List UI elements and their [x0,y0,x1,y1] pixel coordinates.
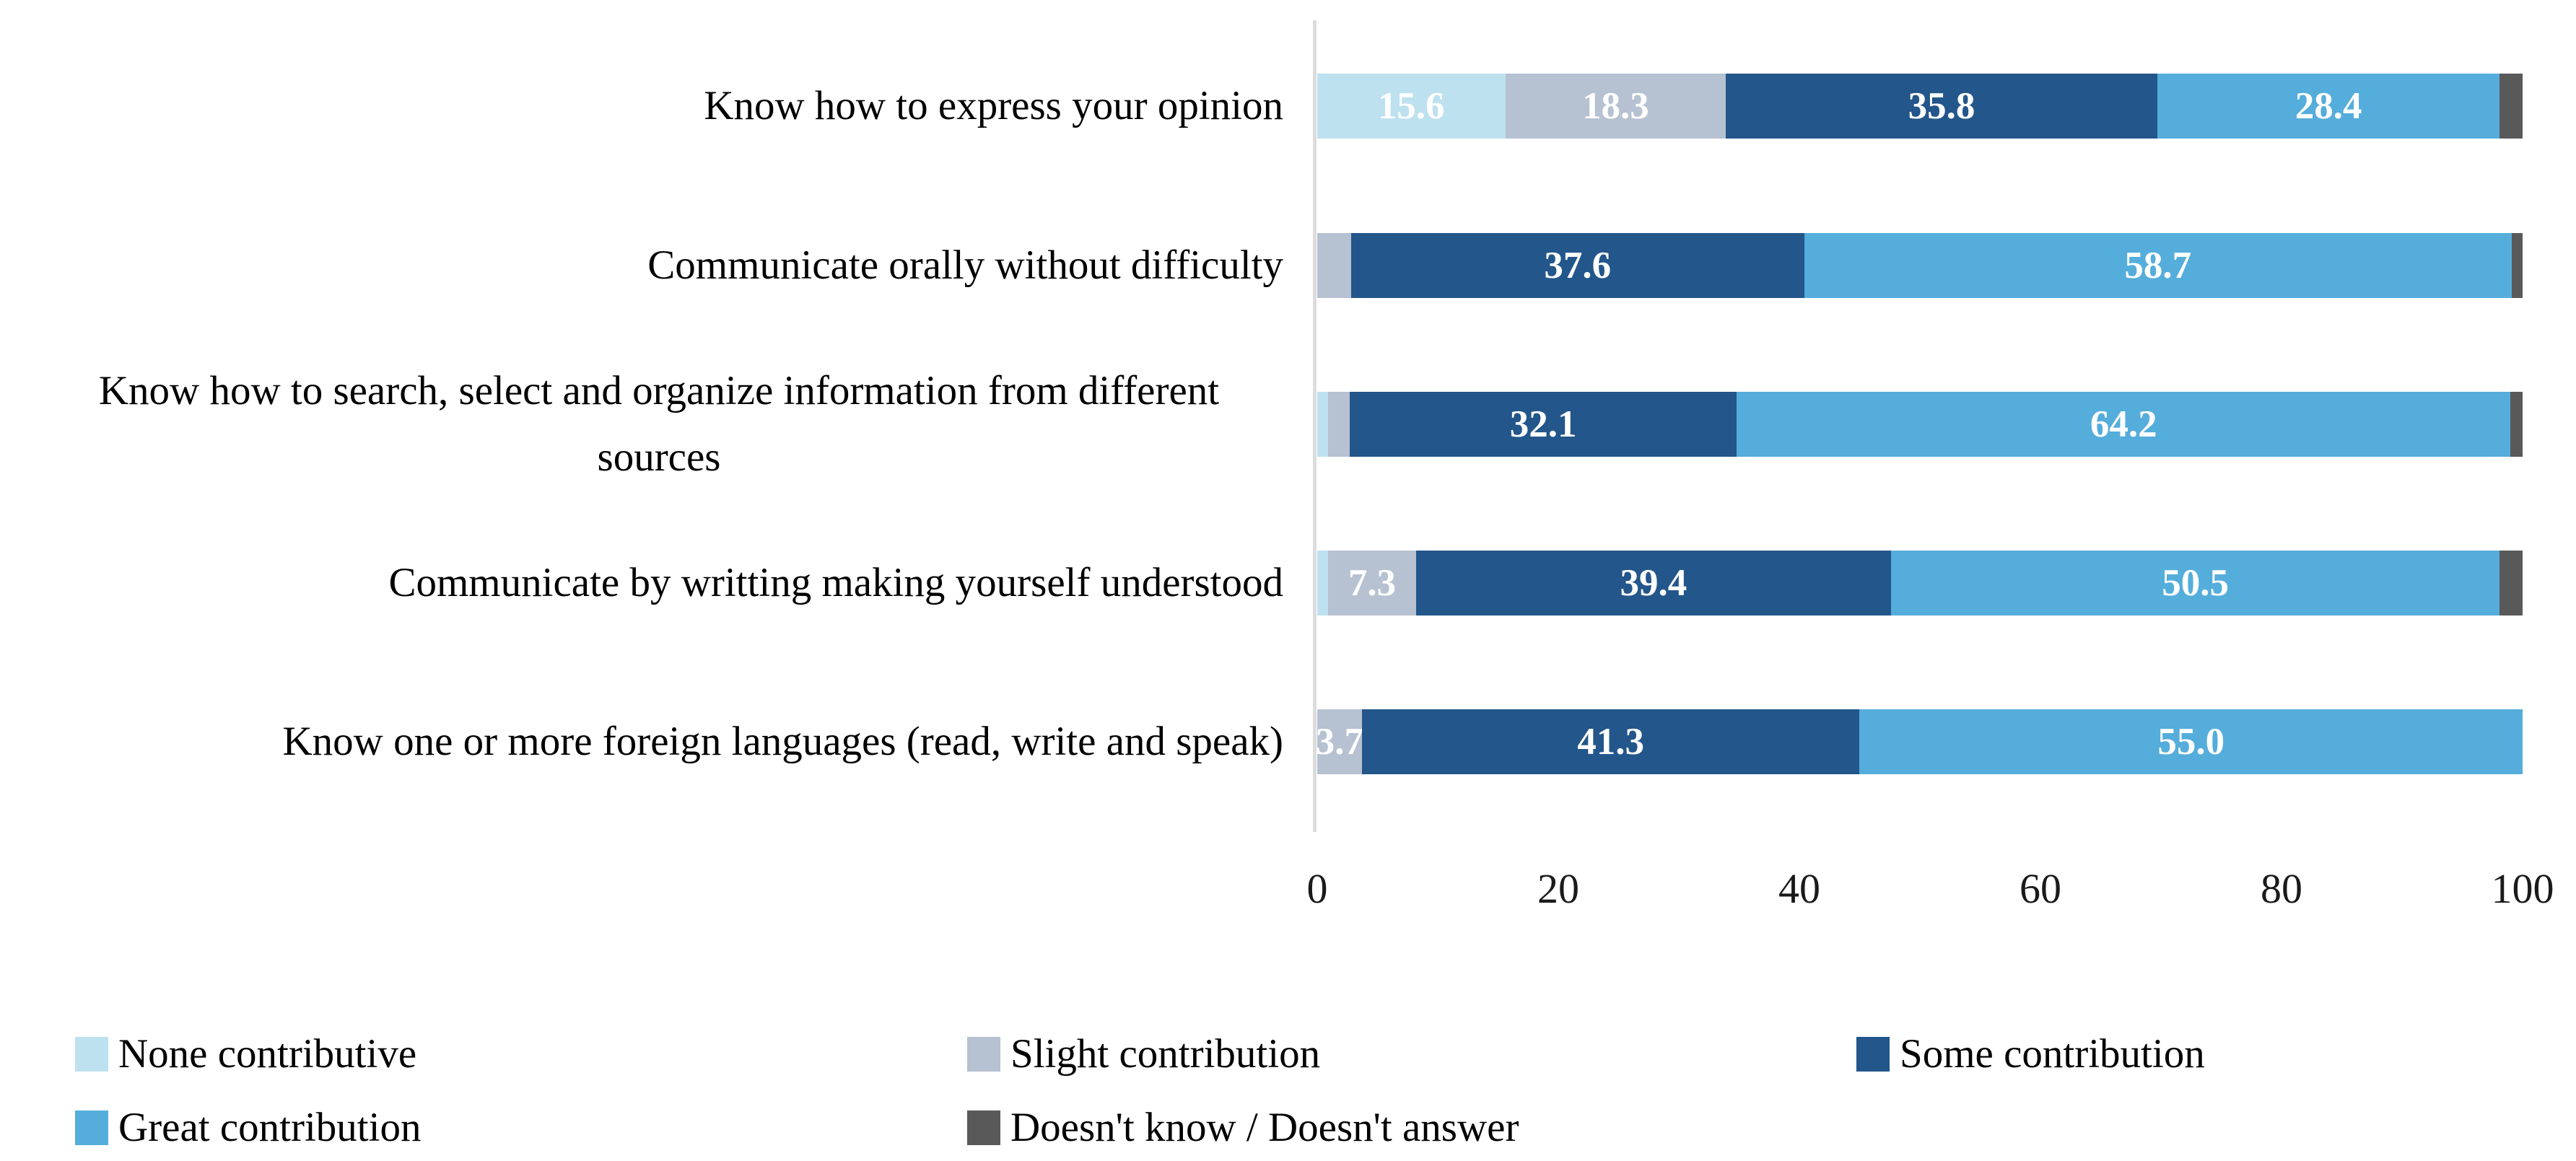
data-label: 41.3 [1577,721,1644,763]
bar-segment: 35.8 [1726,74,2157,139]
legend-item: None contributive [75,1030,416,1077]
category-label: Communicate orally without difficulty [647,242,1283,288]
data-label: 64.2 [2090,403,2157,445]
bar-segment: 55.0 [1859,709,2523,774]
bar-segment [2499,551,2523,615]
category-label: Know one or more foreign languages (read… [282,718,1283,764]
legend-swatch-icon [967,1036,1000,1072]
bar-row: 7.3 39.4 50.5 [1317,551,2523,615]
legend-item: Great contribution [75,1104,421,1151]
data-label: 39.4 [1620,562,1688,604]
x-axis-tick-label: 100 [2491,865,2554,912]
bar-row: 37.6 58.7 [1317,233,2523,298]
bar-row: 32.1 64.2 [1317,392,2523,457]
bar-segment [2499,74,2523,139]
bar-segment: 39.4 [1415,551,1891,615]
data-label: 3.7 [1315,721,1364,763]
legend-label: Slight contribution [1010,1031,1321,1077]
category-label-wrap: Communicate orally without difficulty [0,186,1283,345]
bar-segment: 3.7 [1315,709,1364,774]
data-label: 15.6 [1377,85,1445,127]
category-label-wrap: Communicate by writting making yourself … [0,504,1283,662]
bar-segment: 58.7 [1804,233,2512,298]
y-axis-line [1313,20,1317,832]
category-label-wrap: Know one or more foreign languages (read… [0,662,1283,821]
bar-segment: 7.3 [1328,551,1416,615]
data-label: 28.4 [2295,85,2362,127]
data-label: 58.7 [2124,245,2192,286]
data-label: 50.5 [2162,562,2229,604]
data-label: 18.3 [1581,85,1649,127]
bar-segment: 18.3 [1505,74,1726,139]
data-label: 37.6 [1544,245,1612,286]
bar-segment: 41.3 [1361,709,1860,774]
legend-swatch-icon [75,1110,108,1145]
bar-segment: 64.2 [1737,392,2511,457]
bar-row: 3.7 41.3 55.0 [1315,709,2523,774]
legend-item: Slight contribution [967,1030,1320,1077]
x-axis-tick-label: 80 [2261,865,2302,912]
bar-segment: 15.6 [1317,74,1506,139]
bar-segment: 50.5 [1890,551,2500,615]
legend-label: Some contribution [1900,1031,2205,1077]
category-label-wrap: Know how to express your opinion [0,27,1283,185]
bar-segment: 37.6 [1350,233,1804,298]
category-label: Know how to express your opinion [704,82,1283,128]
category-label: Communicate by writting making yourself … [388,559,1283,605]
category-label: Know how to search, select and organize … [98,367,1220,480]
bar-segment [2510,392,2523,457]
legend-label: Doesn't know / Doesn't answer [1010,1105,1519,1150]
bar-segment [1317,392,1329,457]
bar-segment [1317,551,1329,615]
bar-segment [2511,233,2523,298]
bar-row: 15.6 18.3 35.8 28.4 [1317,74,2523,139]
legend-swatch-icon [967,1110,1000,1145]
data-label: 55.0 [2157,721,2225,763]
bar-segment: 28.4 [2157,74,2500,139]
x-axis-tick-label: 0 [1306,865,1328,912]
legend-item: Doesn't know / Doesn't answer [967,1104,1519,1151]
legend-swatch-icon [1856,1036,1890,1072]
data-label: 7.3 [1348,562,1397,604]
bar-segment [1328,392,1350,457]
x-axis-tick-label: 20 [1537,865,1579,912]
category-label-wrap: Know how to search, select and organize … [0,345,1283,504]
legend-swatch-icon [75,1036,108,1072]
legend-label: Great contribution [118,1105,422,1150]
legend-label: None contributive [118,1031,417,1077]
bar-segment: 32.1 [1350,392,1737,457]
x-axis-tick-label: 40 [1778,865,1820,912]
data-label: 35.8 [1908,85,1975,127]
x-axis-tick-label: 60 [2020,865,2061,912]
legend-item: Some contribution [1856,1030,2205,1077]
data-label: 32.1 [1509,403,1577,445]
bar-segment [1317,233,1351,298]
